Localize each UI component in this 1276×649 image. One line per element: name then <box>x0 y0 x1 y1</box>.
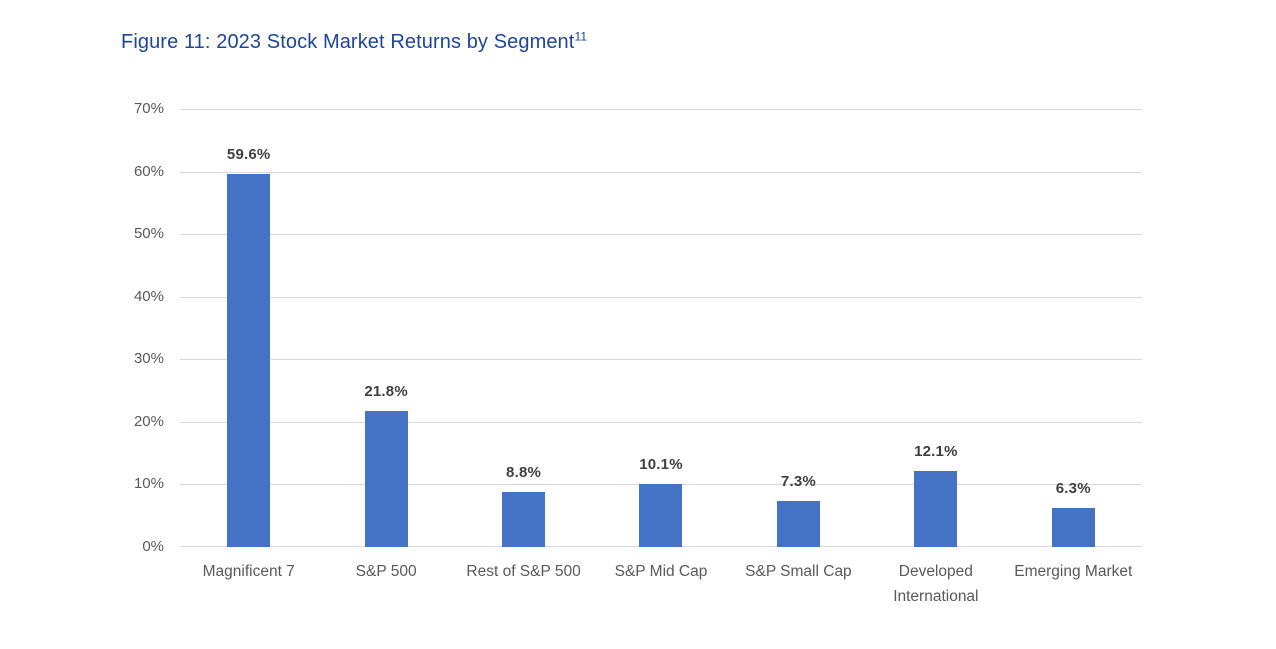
y-axis-tick-label: 10% <box>133 475 164 493</box>
figure-title: Figure 11: 2023 Stock Market Returns by … <box>121 29 588 54</box>
bar: 12.1% <box>914 443 957 547</box>
x-axis-category-label: S&P 500 <box>355 563 417 580</box>
bar-slot: 12.1% <box>867 109 1004 547</box>
footnote-superscript: 11 <box>574 29 588 44</box>
x-axis-category-label: Magnificent 7 <box>202 563 295 580</box>
y-axis-tick-label: 70% <box>133 100 164 117</box>
bar-slot: 8.8% <box>455 109 592 547</box>
bar-data-label: 21.8% <box>364 382 408 400</box>
bar-slot: 7.3% <box>730 109 867 547</box>
plot-area: 59.6% 21.8% 8.8% 10.1% 7.3% 12.1% 6.3% <box>180 109 1142 547</box>
y-axis-tick-label: 30% <box>133 350 164 368</box>
gridline <box>180 421 1142 423</box>
gridline <box>180 296 1142 298</box>
bar-data-label: 10.1% <box>639 455 683 473</box>
bar-slot: 10.1% <box>592 109 729 547</box>
y-axis-tick-label: 0% <box>142 538 164 555</box>
gridline <box>180 171 1142 173</box>
y-axis: 0% 10% 20% 30% 40% 50% 60% 70% <box>0 100 164 555</box>
y-axis-tick-label: 20% <box>133 412 164 430</box>
bar: 59.6% <box>227 146 270 547</box>
y-axis-tick-label: 60% <box>133 162 164 180</box>
bar: 6.3% <box>1051 480 1095 547</box>
bar-slot: 21.8% <box>317 109 454 547</box>
y-axis-tick-label: 50% <box>133 225 164 243</box>
x-axis: Magnificent 7 S&P 500 Rest of S&P 500 S&P M… <box>180 559 1142 619</box>
bar-slot: 6.3% <box>1005 109 1142 547</box>
gridline <box>180 234 1142 236</box>
x-axis-category-label: S&P Mid Cap <box>614 563 708 580</box>
bar-slot: 59.6% <box>180 109 317 547</box>
bar: 7.3% <box>776 473 820 547</box>
x-axis-category-label: S&P Small Cap <box>745 563 852 580</box>
gridline <box>180 109 1142 110</box>
bar-data-label: 59.6% <box>226 146 271 164</box>
y-axis-tick-label: 40% <box>133 287 164 305</box>
bar: 21.8% <box>364 383 408 547</box>
bar: 10.1% <box>639 456 683 547</box>
gridline <box>180 359 1142 361</box>
figure-title-text: Figure 11: 2023 Stock Market Returns by … <box>121 31 575 53</box>
x-axis-category-label: Rest of S&P 500 <box>466 563 581 580</box>
x-axis-category-label: Emerging Market <box>1014 563 1133 580</box>
bar-data-label: 7.3% <box>780 473 816 491</box>
bar: 8.8% <box>502 464 546 547</box>
x-axis-category-label: Developed International <box>893 563 979 605</box>
bar-data-label: 8.8% <box>506 463 542 481</box>
bar-data-label: 6.3% <box>1055 479 1091 497</box>
bar-data-label: 12.1% <box>914 443 958 461</box>
